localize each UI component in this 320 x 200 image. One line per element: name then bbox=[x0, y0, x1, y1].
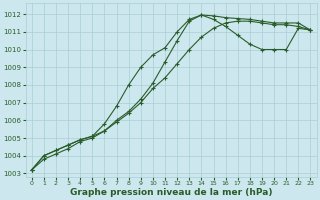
X-axis label: Graphe pression niveau de la mer (hPa): Graphe pression niveau de la mer (hPa) bbox=[70, 188, 272, 197]
